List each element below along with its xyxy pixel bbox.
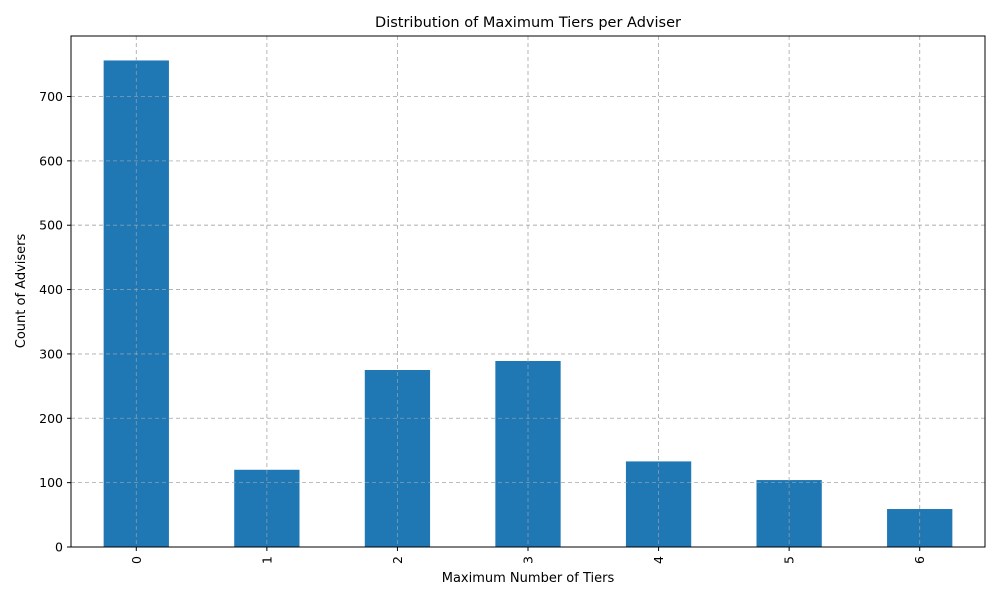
- y-tick-label: 600: [39, 153, 63, 168]
- x-tick-label: 4: [651, 556, 666, 564]
- y-tick-label: 400: [39, 282, 63, 297]
- x-axis-label: Maximum Number of Tiers: [442, 571, 615, 586]
- y-tick-label: 300: [39, 346, 63, 361]
- chart-title: Distribution of Maximum Tiers per Advise…: [375, 15, 681, 31]
- y-tick-label: 500: [39, 218, 63, 233]
- x-tick-label: 3: [521, 556, 536, 564]
- x-tick-label: 2: [390, 556, 405, 564]
- y-axis-label: Count of Advisers: [14, 234, 29, 349]
- axes: 0 100 200 300 400 500 600 700 0 1 2 3 4 5 6: [39, 35, 986, 564]
- x-tick-label: 6: [912, 556, 927, 564]
- y-tick-label: 700: [39, 89, 63, 104]
- x-tick-label: 5: [782, 556, 797, 564]
- bar-4: [625, 461, 692, 547]
- x-tick-label: 1: [259, 556, 274, 564]
- bars: [71, 36, 985, 548]
- y-tick-label: 100: [39, 475, 63, 490]
- x-tick-label: 0: [129, 556, 144, 564]
- y-tick-label: 200: [39, 411, 63, 426]
- y-tick-label: 0: [55, 540, 63, 555]
- bar-3: [495, 361, 561, 547]
